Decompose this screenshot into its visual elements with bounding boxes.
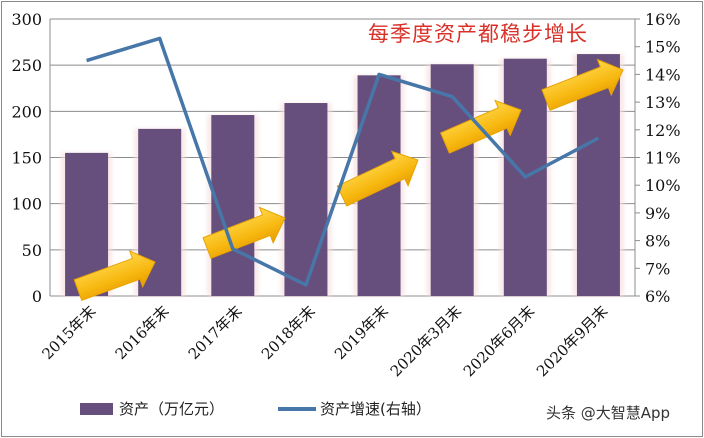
left-tick-label: 250 [11,56,42,75]
x-tick-label: 2019年末 [331,302,392,363]
left-tick-label: 0 [32,287,42,306]
x-tick-label: 2020年3月末 [387,302,465,380]
watermark: 头条 @大智慧App [546,404,671,422]
right-tick-label: 7% [645,259,670,278]
arrow-icon [541,58,624,111]
x-tick-label: 2015年末 [38,302,99,363]
right-tick-label: 6% [645,287,670,306]
right-tick-label: 11% [645,149,681,168]
right-tick-label: 9% [645,204,670,223]
right-tick-label: 13% [645,93,681,112]
left-tick-label: 50 [22,241,42,260]
right-tick-label: 12% [645,121,681,140]
left-tick-label: 150 [11,149,42,168]
arrow-icon [202,206,286,259]
legend-line-swatch [278,406,316,411]
arrow-icon [73,250,156,301]
arrow-icon [336,150,419,207]
x-tick-label: 2016年末 [112,302,173,363]
legend-bar: 资产（万亿元） [80,398,224,419]
right-tick-label: 15% [645,38,681,57]
x-tick-label: 2018年末 [258,302,319,363]
decorative-arrows [73,58,624,301]
bar [284,103,328,296]
right-tick-label: 16% [645,10,681,29]
bar [430,64,474,296]
growth-line [86,36,600,287]
legend-line: 资产增速(右轴） [278,398,431,419]
x-tick-label: 2020年9月末 [533,302,611,380]
chart-title: 每季度资产都稳步增长 [368,22,588,46]
x-tick-label: 2017年末 [185,302,246,363]
right-tick-label: 10% [645,176,681,195]
left-tick-label: 200 [11,102,42,121]
legend-bar-swatch [80,402,113,415]
left-tick-label: 100 [11,195,42,214]
line-series [86,36,600,287]
left-tick-label: 300 [11,10,42,29]
right-tick-label: 8% [645,232,670,251]
x-tick-label: 2020年6月末 [460,302,538,380]
legend-bar-label: 资产（万亿元） [119,400,225,418]
legend-line-label: 资产增速(右轴） [320,400,431,418]
right-tick-label: 14% [645,65,681,84]
